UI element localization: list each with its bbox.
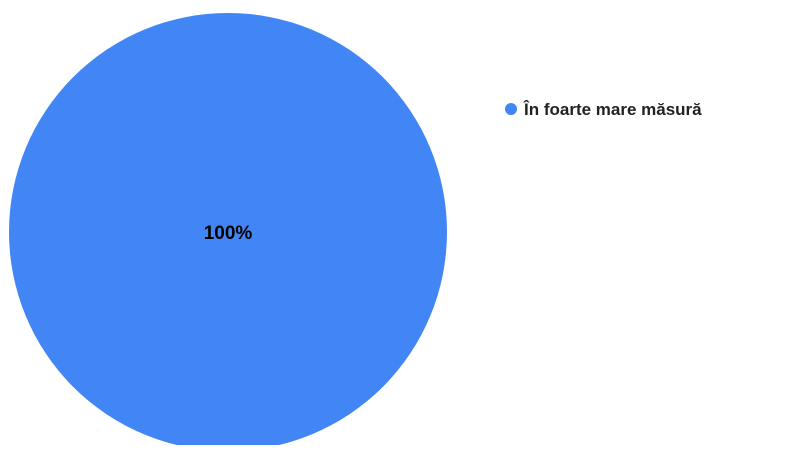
pie-slices — [9, 13, 447, 450]
legend-label: În foarte mare măsură — [523, 100, 702, 119]
slice-labels: 100% — [204, 223, 253, 244]
legend: În foarte mare măsură — [505, 100, 702, 119]
pie-slice[interactable] — [9, 13, 447, 450]
slice-percent-label: 100% — [204, 223, 253, 244]
legend-marker — [505, 103, 517, 115]
